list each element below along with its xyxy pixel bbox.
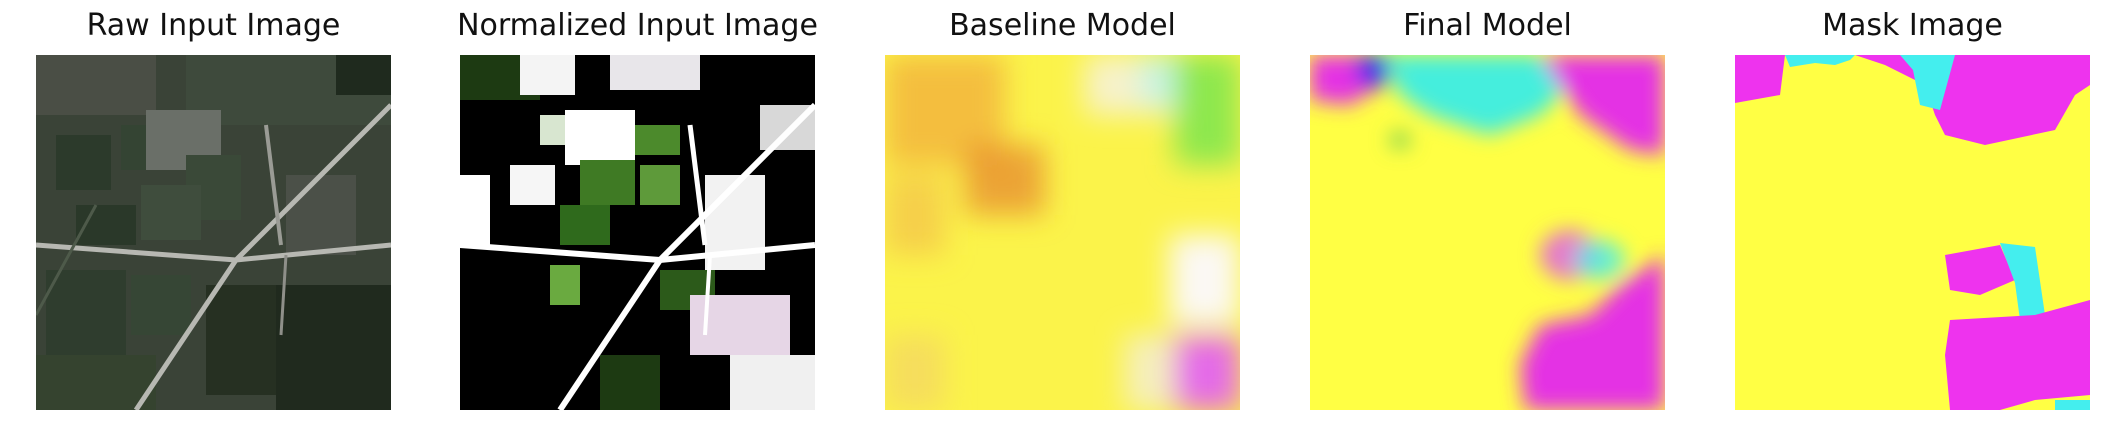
panel-title: Final Model bbox=[1403, 8, 1572, 43]
baseline-prediction-image bbox=[885, 55, 1240, 410]
panel-title: Mask Image bbox=[1822, 8, 2003, 43]
ground-truth-mask-image bbox=[1735, 55, 2090, 410]
panel-final-model: Final Model bbox=[1310, 0, 1665, 442]
panel-baseline-model: Baseline Model bbox=[885, 0, 1240, 442]
panel-title: Normalized Input Image bbox=[457, 8, 818, 43]
panel-title: Baseline Model bbox=[949, 8, 1176, 43]
panel-normalized-input: Normalized Input Image bbox=[457, 0, 818, 442]
normalized-satellite-image bbox=[460, 55, 815, 410]
raw-satellite-image bbox=[36, 55, 391, 410]
panel-title: Raw Input Image bbox=[86, 8, 341, 43]
panel-raw-input: Raw Input Image bbox=[36, 0, 391, 442]
final-prediction-image bbox=[1310, 55, 1665, 410]
panel-mask-image: Mask Image bbox=[1735, 0, 2090, 442]
